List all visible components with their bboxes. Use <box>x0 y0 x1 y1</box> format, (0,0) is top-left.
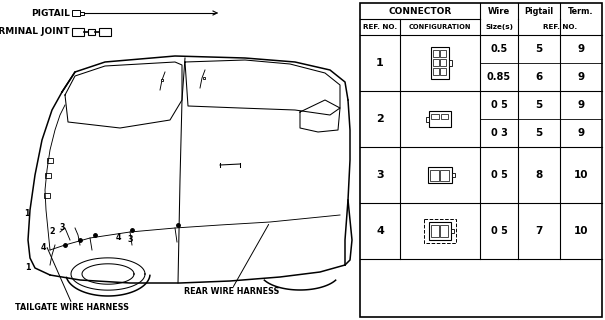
Bar <box>429 111 451 127</box>
Bar <box>440 50 446 57</box>
Text: 4: 4 <box>376 226 384 236</box>
Bar <box>449 60 452 66</box>
Text: 3: 3 <box>127 236 132 244</box>
Bar <box>424 219 456 243</box>
Bar <box>45 172 51 178</box>
Bar <box>452 173 455 177</box>
Text: Size(s): Size(s) <box>485 24 513 30</box>
Text: CONFIGURATION: CONFIGURATION <box>409 24 471 30</box>
Text: 2: 2 <box>49 228 55 236</box>
Bar <box>440 170 449 180</box>
Bar <box>80 12 84 14</box>
Bar <box>451 229 454 233</box>
Bar <box>360 3 602 317</box>
Text: 1: 1 <box>376 58 384 68</box>
Text: 1: 1 <box>25 263 31 273</box>
Bar <box>430 170 439 180</box>
Text: 6: 6 <box>535 72 543 82</box>
Text: TERMINAL JOINT: TERMINAL JOINT <box>0 28 70 36</box>
Bar <box>431 225 439 237</box>
Text: 2: 2 <box>376 114 384 124</box>
Bar <box>440 68 446 75</box>
Text: 3: 3 <box>376 170 384 180</box>
Bar <box>429 222 451 240</box>
Text: 10: 10 <box>574 170 588 180</box>
Bar <box>44 193 50 197</box>
Text: 9: 9 <box>577 128 584 138</box>
Text: Pigtail: Pigtail <box>525 6 554 15</box>
Text: 5: 5 <box>535 128 543 138</box>
Bar <box>99 28 111 36</box>
Bar <box>431 47 449 79</box>
Bar <box>426 116 429 122</box>
Bar <box>433 68 439 75</box>
Text: 5: 5 <box>535 44 543 54</box>
Text: REF. NO.: REF. NO. <box>543 24 577 30</box>
Bar <box>433 50 439 57</box>
Bar <box>440 59 446 66</box>
Text: CONNECTOR: CONNECTOR <box>388 6 451 15</box>
Text: TAILGATE WIRE HARNESS: TAILGATE WIRE HARNESS <box>15 302 129 311</box>
Text: 5: 5 <box>535 100 543 110</box>
Text: 4: 4 <box>41 244 46 252</box>
Text: Wire: Wire <box>488 6 510 15</box>
Text: Term.: Term. <box>568 6 594 15</box>
Bar <box>433 59 439 66</box>
Bar <box>431 114 439 119</box>
Text: 1: 1 <box>24 209 30 218</box>
Text: 4: 4 <box>115 234 121 243</box>
Text: 8: 8 <box>535 170 543 180</box>
Text: PIGTAIL: PIGTAIL <box>31 9 70 18</box>
Text: 0 5: 0 5 <box>491 170 508 180</box>
Text: 3: 3 <box>59 223 65 233</box>
Bar <box>72 10 80 16</box>
Bar <box>428 167 452 183</box>
Text: 9: 9 <box>577 44 584 54</box>
Bar <box>47 157 53 163</box>
Text: 0 5: 0 5 <box>491 226 508 236</box>
Bar <box>72 28 84 36</box>
Text: 9: 9 <box>577 100 584 110</box>
Bar <box>440 114 448 119</box>
Text: 9: 9 <box>577 72 584 82</box>
Text: REF. NO.: REF. NO. <box>363 24 397 30</box>
Bar <box>88 29 95 35</box>
Bar <box>440 225 448 237</box>
Text: 0.5: 0.5 <box>491 44 508 54</box>
Text: 10: 10 <box>574 226 588 236</box>
Text: 0.85: 0.85 <box>487 72 511 82</box>
Text: 7: 7 <box>535 226 543 236</box>
Text: 0 5: 0 5 <box>491 100 508 110</box>
Text: 0 3: 0 3 <box>491 128 508 138</box>
Text: REAR WIRE HARNESS: REAR WIRE HARNESS <box>185 287 280 297</box>
